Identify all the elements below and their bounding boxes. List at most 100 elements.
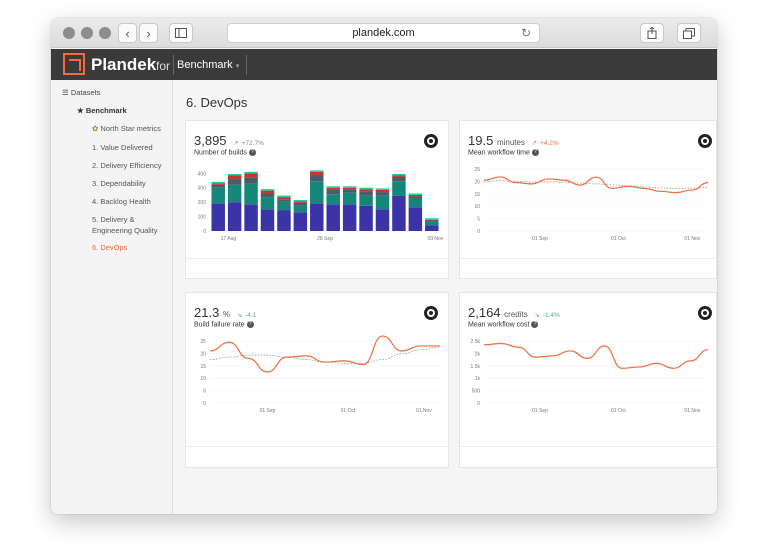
- bar-cap: [342, 186, 357, 188]
- x-tick-label: 01 Nov: [684, 236, 700, 242]
- star-icon: ★: [77, 106, 84, 115]
- bar-cap: [244, 171, 258, 174]
- bar-cap: [408, 193, 423, 195]
- metric-card-workflow-time[interactable]: 19.5 minutes ↗ +4.2% Mean workflow time? …: [459, 120, 717, 279]
- bar-segment: [244, 173, 258, 178]
- x-tick-label: 01 Sep: [532, 408, 548, 414]
- back-icon[interactable]: ‹: [118, 23, 137, 43]
- help-icon[interactable]: ?: [246, 321, 254, 328]
- bar-segment: [408, 194, 423, 197]
- share-icon[interactable]: [640, 23, 664, 43]
- bar-segment: [375, 195, 390, 210]
- sidebar-item-north-star[interactable]: ✿ North Star metrics: [92, 124, 161, 133]
- x-tick-label: 01 Oct: [341, 408, 356, 414]
- metric-delta: -1.4%: [542, 312, 560, 319]
- help-icon[interactable]: ?: [531, 149, 539, 156]
- bar-cap: [227, 173, 242, 176]
- bar-segment: [392, 195, 406, 231]
- metric-value: 3,895 ↗ +72.7%: [194, 133, 264, 148]
- sidebar-toggle-icon[interactable]: [169, 23, 193, 43]
- y-tick-label: 10: [474, 204, 480, 210]
- metric-card-failure-rate[interactable]: 21.3 % ↘ -4.1 Build failure rate? 0 5 10 15 2…: [185, 292, 450, 468]
- bar-segment: [310, 171, 324, 176]
- metric-label: Mean workflow cost?: [468, 321, 539, 328]
- main-content: 6. DevOps 3,895 ↗ +72.7% Number of builds…: [173, 80, 717, 514]
- y-tick-label: 2k: [475, 351, 481, 357]
- x-tick-label: 01 Nov: [684, 408, 700, 414]
- metric-value: 2,164 credits ↘ -1.4%: [468, 305, 560, 320]
- sidebar-datasets[interactable]: ☰ Datasets: [62, 88, 100, 97]
- forward-icon[interactable]: ›: [139, 23, 158, 43]
- metric-card-builds[interactable]: 3,895 ↗ +72.7% Number of builds? 0 100 200 3…: [185, 120, 450, 279]
- bar-cap: [310, 170, 324, 172]
- sidebar-item-label: North Star metrics: [100, 124, 161, 133]
- browser-window: ‹ › plandek.com ↻ Plandek for Benchmark …: [51, 18, 717, 514]
- help-icon[interactable]: ?: [248, 149, 256, 156]
- bar-segment: [408, 196, 423, 199]
- x-tick-label: 01 Sep: [532, 236, 548, 242]
- sidebar-item-value-delivered[interactable]: 1. Value Delivered: [92, 143, 153, 152]
- bar-segment: [408, 207, 423, 231]
- brand-name: Plandek: [91, 55, 157, 74]
- sidebar-item-backlog-health[interactable]: 4. Backlog Health: [92, 197, 151, 206]
- zoom-dot[interactable]: [99, 27, 111, 39]
- card-divider: [460, 258, 717, 259]
- list-icon: ☰: [62, 88, 69, 97]
- x-tick-label: 09 Nov: [427, 236, 443, 242]
- builds-chart: 0 100 200 300 400 17 Aug 28 Sep 09 Nov: [198, 170, 444, 242]
- address-bar[interactable]: plandek.com ↻: [227, 23, 540, 43]
- bar-segment: [293, 205, 308, 213]
- y-tick-label: 15: [474, 192, 480, 198]
- metric-unit: minutes: [496, 138, 525, 147]
- metric-value: 19.5 minutes ↗ +4.2%: [468, 133, 559, 148]
- sidebar-item-delivery-engineering[interactable]: 5. Delivery & Engineering Quality: [92, 215, 157, 235]
- bar-segment: [408, 198, 423, 208]
- bar-segment: [211, 203, 225, 231]
- reload-icon[interactable]: ↻: [520, 26, 531, 40]
- tabs-icon[interactable]: [677, 23, 701, 43]
- app-header: Plandek for Benchmark ▾: [51, 49, 717, 80]
- sidebar-item-delivery-efficiency[interactable]: 2. Delivery Efficiency: [92, 161, 162, 170]
- metric-number: 21.3: [194, 305, 220, 320]
- x-tick-label: 01 Oct: [611, 236, 626, 242]
- help-icon[interactable]: ?: [531, 321, 539, 328]
- y-tick-label: 20: [474, 179, 480, 185]
- bar-segment: [293, 212, 308, 231]
- series-line: [209, 335, 440, 373]
- bar-segment: [392, 175, 406, 177]
- bar-segment: [227, 202, 242, 231]
- x-tick-label: 01 Nov: [416, 408, 432, 414]
- bar-segment: [425, 221, 439, 226]
- metric-label: Mean workflow time?: [468, 149, 539, 156]
- sidebar-benchmark[interactable]: ★ Benchmark: [77, 106, 127, 115]
- metric-card-workflow-cost[interactable]: 2,164 credits ↘ -1.4% Mean workflow cost?…: [459, 292, 717, 468]
- bar-segment: [211, 187, 225, 204]
- metric-label-text: Build failure rate: [194, 321, 245, 329]
- bar-segment: [310, 181, 324, 204]
- bar-segment: [227, 179, 242, 185]
- benchmark-dropdown[interactable]: Benchmark ▾: [177, 59, 239, 71]
- x-tick-label: 01 Oct: [611, 408, 626, 414]
- close-dot[interactable]: [63, 27, 75, 39]
- bar-segment: [359, 205, 373, 231]
- minimize-dot[interactable]: [81, 27, 93, 39]
- bar-cap: [293, 199, 308, 202]
- bar-cap: [392, 173, 406, 176]
- series-line: [483, 176, 709, 194]
- sidebar-item-dependability[interactable]: 3. Dependability: [92, 179, 146, 188]
- bar-segment: [260, 197, 275, 210]
- y-tick-label: 400: [198, 171, 207, 177]
- y-tick-label: 100: [198, 215, 207, 221]
- sidebar-item-label: 5. Delivery &: [92, 215, 135, 224]
- sidebar-item-devops[interactable]: 6. DevOps: [92, 243, 128, 252]
- x-tick-label: 01 Sep: [260, 408, 276, 414]
- bar-segment: [375, 189, 390, 193]
- failure-rate-chart: 0 5 10 15 20 25 01 Sep 01 Oct 01 Nov: [200, 335, 441, 414]
- bar-cap: [277, 195, 291, 198]
- y-tick-label: 0: [203, 229, 206, 235]
- bar-segment: [310, 175, 324, 182]
- bar-segment: [326, 204, 340, 231]
- bar-cap: [375, 188, 390, 190]
- bar-segment: [425, 225, 439, 231]
- y-tick-label: 1.5k: [471, 364, 481, 370]
